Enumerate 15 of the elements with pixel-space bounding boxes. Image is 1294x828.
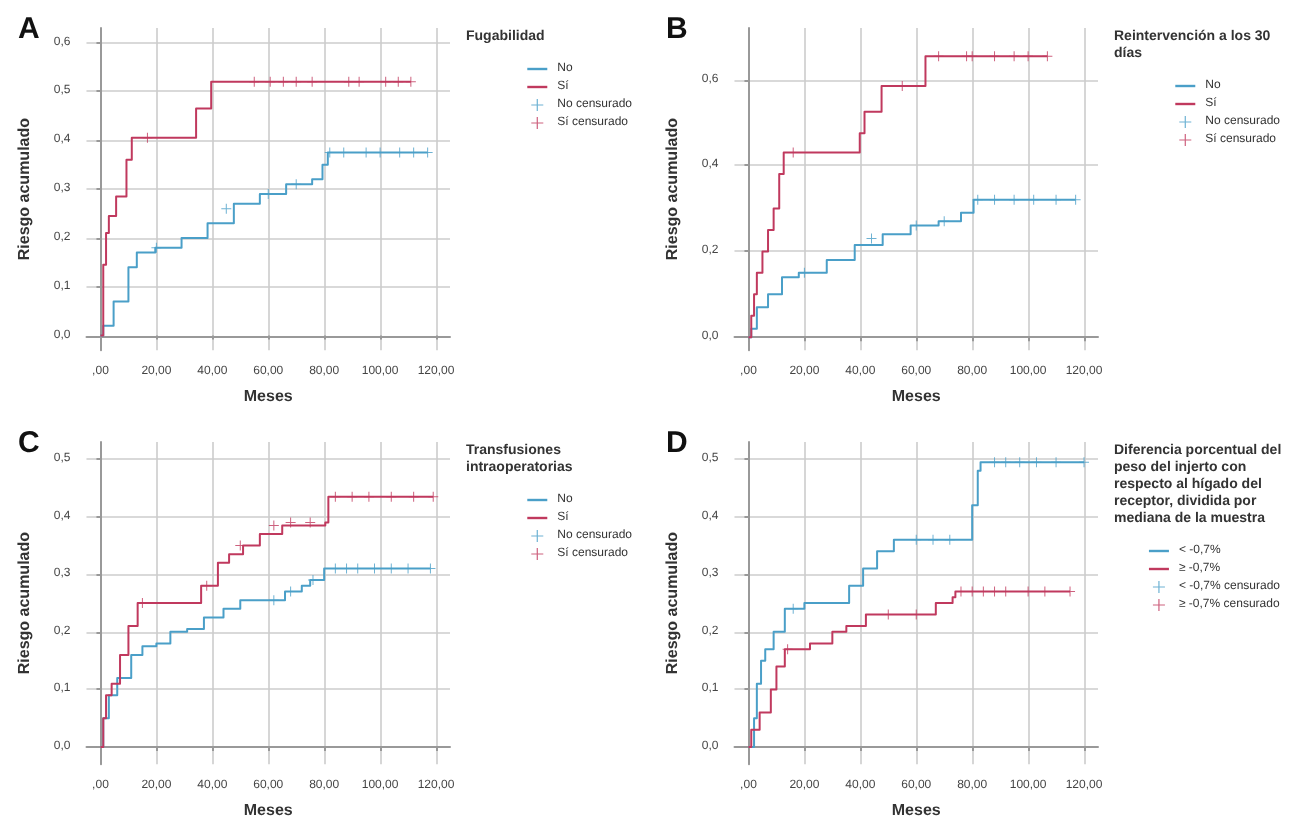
x-axis-title: Meses [243, 801, 294, 819]
point [268, 520, 279, 531]
x-axis-title: Meses [243, 387, 294, 405]
y-axis-title: Riesgo acumulado [15, 117, 33, 261]
point [866, 233, 877, 244]
chart-title: B [666, 12, 688, 46]
y-axis-title: Riesgo acumulado [663, 531, 681, 675]
y-axis-title: Riesgo acumulado [15, 531, 33, 675]
chart-title: C [18, 426, 40, 460]
x-axis-title: Meses [891, 801, 942, 819]
point [221, 203, 232, 214]
chart-title: D [666, 426, 688, 460]
x-axis-title: Meses [891, 387, 942, 405]
y-axis-title: Riesgo acumulado [663, 117, 681, 261]
chart-title: A [18, 12, 40, 46]
